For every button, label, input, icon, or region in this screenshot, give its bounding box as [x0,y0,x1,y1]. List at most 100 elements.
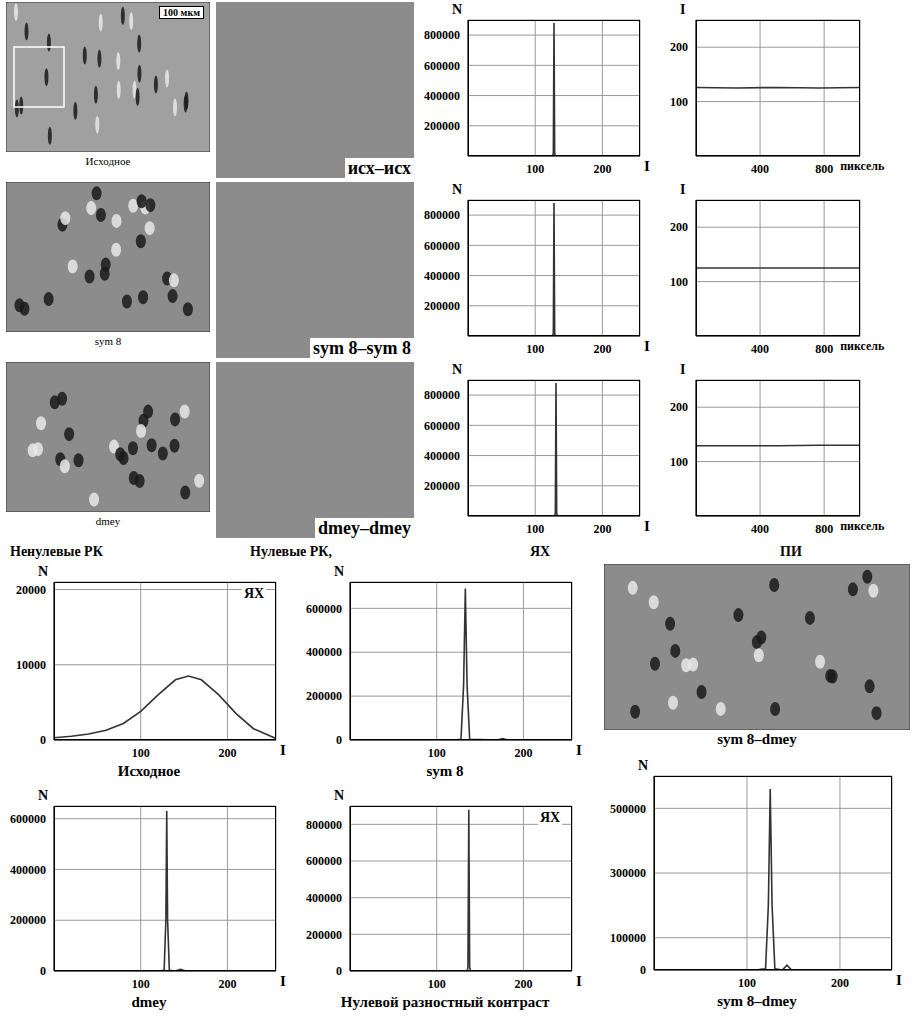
svg-text:0: 0 [336,964,342,978]
html-text:N: N [38,788,49,803]
svg-text:400000: 400000 [306,645,342,659]
svg-text:800000: 800000 [424,388,460,402]
svg-text:600000: 600000 [424,419,460,433]
html-text:I: I [280,973,286,989]
html-text:пиксель: пиксель [840,519,885,533]
html-text:ЯХ: ЯХ [244,586,265,601]
svg-text:200000: 200000 [424,299,460,313]
html-text:Нулевые РК,: Нулевые РК, [250,544,332,559]
svg-text:800: 800 [815,162,833,176]
html-text:N: N [452,2,463,17]
svg-text:400: 400 [751,162,769,176]
svg-text:0: 0 [40,733,46,747]
svg-text:400: 400 [751,342,769,356]
svg-text:100: 100 [132,977,150,991]
svg-text:400: 400 [751,522,769,536]
html-text:I: I [644,518,650,534]
svg-text:600000: 600000 [424,59,460,73]
svg-text:800000: 800000 [424,208,460,222]
html-text:sym 8: sym 8 [94,335,122,347]
svg-text:200: 200 [670,40,688,54]
svg-text:400000: 400000 [424,269,460,283]
svg-text:500000: 500000 [610,802,646,816]
svg-text:200000: 200000 [424,479,460,493]
svg-text:100: 100 [526,342,544,356]
html-text:I: I [644,158,650,174]
svg-text:10000: 10000 [16,658,46,672]
svg-text:200: 200 [670,220,688,234]
svg-text:0: 0 [336,733,342,747]
html-text:N: N [452,362,463,377]
html-text:ЯХ: ЯХ [530,544,551,559]
svg-text:100: 100 [526,162,544,176]
svg-text:200000: 200000 [306,928,342,942]
svg-text:200000: 200000 [306,689,342,703]
html-text:I: I [680,2,686,17]
svg-text:200000: 200000 [424,119,460,133]
html-text:sym 8–sym 8: sym 8–sym 8 [313,338,411,358]
html-text:ПИ: ПИ [780,544,802,559]
svg-text:400000: 400000 [10,863,46,877]
svg-text:100: 100 [428,746,446,760]
svg-text:100: 100 [670,275,688,289]
svg-text:800000: 800000 [424,28,460,42]
svg-text:400000: 400000 [306,891,342,905]
html-text:100 мкм: 100 мкм [163,7,200,18]
html-text:N: N [334,564,345,579]
svg-text:200: 200 [514,977,532,991]
html-text:dmey–dmey: dmey–dmey [318,518,411,538]
html-text:исх–исх: исх–исх [347,158,411,178]
html-text:Исходное: Исходное [117,763,181,779]
svg-text:0: 0 [40,964,46,978]
svg-text:0: 0 [640,963,646,977]
html-text:Ненулевые РК: Ненулевые РК [10,544,103,559]
html-text:пиксель: пиксель [840,159,885,173]
html-text:N: N [334,788,345,803]
svg-text:200: 200 [514,746,532,760]
html-text:dmey: dmey [95,515,121,527]
html-text:I: I [576,973,582,989]
html-text:N: N [452,182,463,197]
svg-text:100: 100 [670,455,688,469]
svg-text:800000: 800000 [306,818,342,832]
svg-text:600000: 600000 [306,602,342,616]
svg-text:100: 100 [132,746,150,760]
svg-text:600000: 600000 [306,854,342,868]
html-text:sym 8–dmey: sym 8–dmey [717,731,797,747]
html-text:Нулевой разностный контраст: Нулевой разностный контраст [340,994,550,1010]
html-text:sym 8–dmey: sym 8–dmey [717,993,797,1009]
svg-text:200: 200 [831,976,849,990]
svg-text:100: 100 [670,95,688,109]
svg-text:800: 800 [815,342,833,356]
html-text:I: I [680,362,686,377]
svg-text:200: 200 [593,522,611,536]
html-text:sym 8: sym 8 [426,763,464,779]
svg-text:600000: 600000 [424,239,460,253]
html-text:Исходное: Исходное [85,155,131,167]
svg-text:400000: 400000 [424,449,460,463]
html-text:I: I [680,182,686,197]
html-text:I: I [280,742,286,758]
html-text:N: N [38,564,49,579]
html-text:пиксель: пиксель [840,339,885,353]
html-text:dmey: dmey [131,994,167,1010]
svg-text:600000: 600000 [10,812,46,826]
html-text:I: I [576,742,582,758]
svg-text:300000: 300000 [610,866,646,880]
svg-text:200: 200 [593,162,611,176]
html-text:ЯХ: ЯХ [540,810,561,825]
svg-text:200: 200 [218,746,236,760]
svg-text:100000: 100000 [610,931,646,945]
svg-text:200000: 200000 [10,913,46,927]
svg-text:100: 100 [428,977,446,991]
svg-text:400000: 400000 [424,89,460,103]
svg-text:100: 100 [526,522,544,536]
svg-text:800: 800 [815,522,833,536]
svg-text:20000: 20000 [16,583,46,597]
html-text:N: N [638,758,649,773]
svg-text:100: 100 [738,976,756,990]
svg-text:200: 200 [670,400,688,414]
html-text:I: I [644,338,650,354]
svg-text:200: 200 [218,977,236,991]
svg-text:200: 200 [593,342,611,356]
